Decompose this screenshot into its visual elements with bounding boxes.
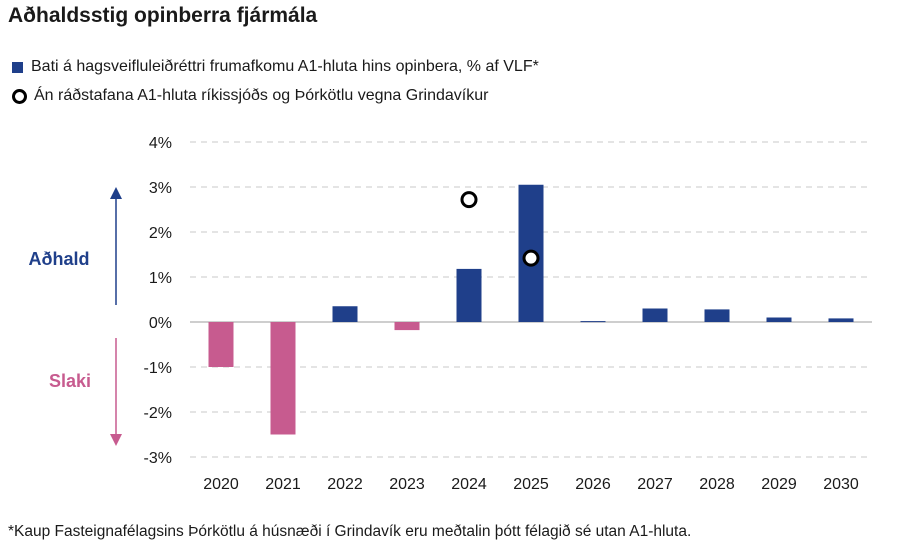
y-tick-label: 2% — [149, 225, 172, 242]
y-tick-label: -3% — [144, 450, 172, 467]
markers — [460, 191, 540, 267]
bar-2024 — [456, 268, 482, 322]
y-tick-label: 4% — [149, 135, 172, 152]
x-tick-label: 2021 — [265, 476, 301, 493]
x-tick-label: 2022 — [327, 476, 363, 493]
x-tick-label: 2020 — [203, 476, 239, 493]
footnote: *Kaup Fasteignafélagsins Þórkötlu á húsn… — [8, 523, 692, 540]
bar-2020 — [208, 322, 234, 367]
x-tick-label: 2028 — [699, 476, 735, 493]
legend-circle-marker — [12, 88, 27, 104]
bar-2029 — [766, 317, 792, 322]
x-tick-label: 2027 — [637, 476, 673, 493]
legend-square-marker — [12, 61, 23, 73]
x-tick-label: 2025 — [513, 476, 549, 493]
x-tick-label: 2029 — [761, 476, 797, 493]
y-tick-label: 0% — [149, 315, 172, 332]
y-tick-label: -1% — [144, 360, 172, 377]
chart-title: Aðhaldsstig opinberra fjármála — [8, 4, 318, 27]
x-tick-label: 2026 — [575, 476, 611, 493]
bar-2027 — [642, 308, 668, 322]
x-tick-label: 2023 — [389, 476, 425, 493]
x-tick-label: 2024 — [451, 476, 487, 493]
bar-2023 — [394, 322, 420, 331]
marker-point-2024 — [460, 191, 478, 209]
x-tick-label: 2030 — [823, 476, 859, 493]
legend-item-circles: Án ráðstafana A1-hluta ríkissjóðs og Þór… — [12, 87, 488, 105]
y-tick-label: 1% — [149, 270, 172, 287]
side-label-down: Slaki — [49, 371, 91, 391]
bar-2030 — [828, 318, 854, 322]
bar-2021 — [270, 322, 296, 435]
side-label-up: Aðhald — [29, 249, 90, 269]
up-arrow-icon — [110, 187, 122, 199]
down-arrow-icon — [110, 434, 122, 446]
y-tick-label: -2% — [144, 405, 172, 422]
y-tick-label: 3% — [149, 180, 172, 197]
axis-ticks: 4% 3% 2% 1% 0% -1% -2% -3% 2020 2021 2022 2023 2024 2… — [144, 135, 859, 493]
bar-2026 — [580, 321, 606, 323]
bar-2028 — [704, 309, 730, 322]
bars — [208, 184, 854, 435]
marker-point-2025 — [522, 249, 540, 267]
legend-circles-label: Án ráðstafana A1-hluta ríkissjóðs og Þór… — [34, 87, 489, 104]
legend-item-bars: Bati á hagsveifluleiðréttri frumafkomu A… — [12, 58, 539, 76]
legend-bars-label: Bati á hagsveifluleiðréttri frumafkomu A… — [31, 58, 539, 75]
bar-2022 — [332, 306, 358, 322]
